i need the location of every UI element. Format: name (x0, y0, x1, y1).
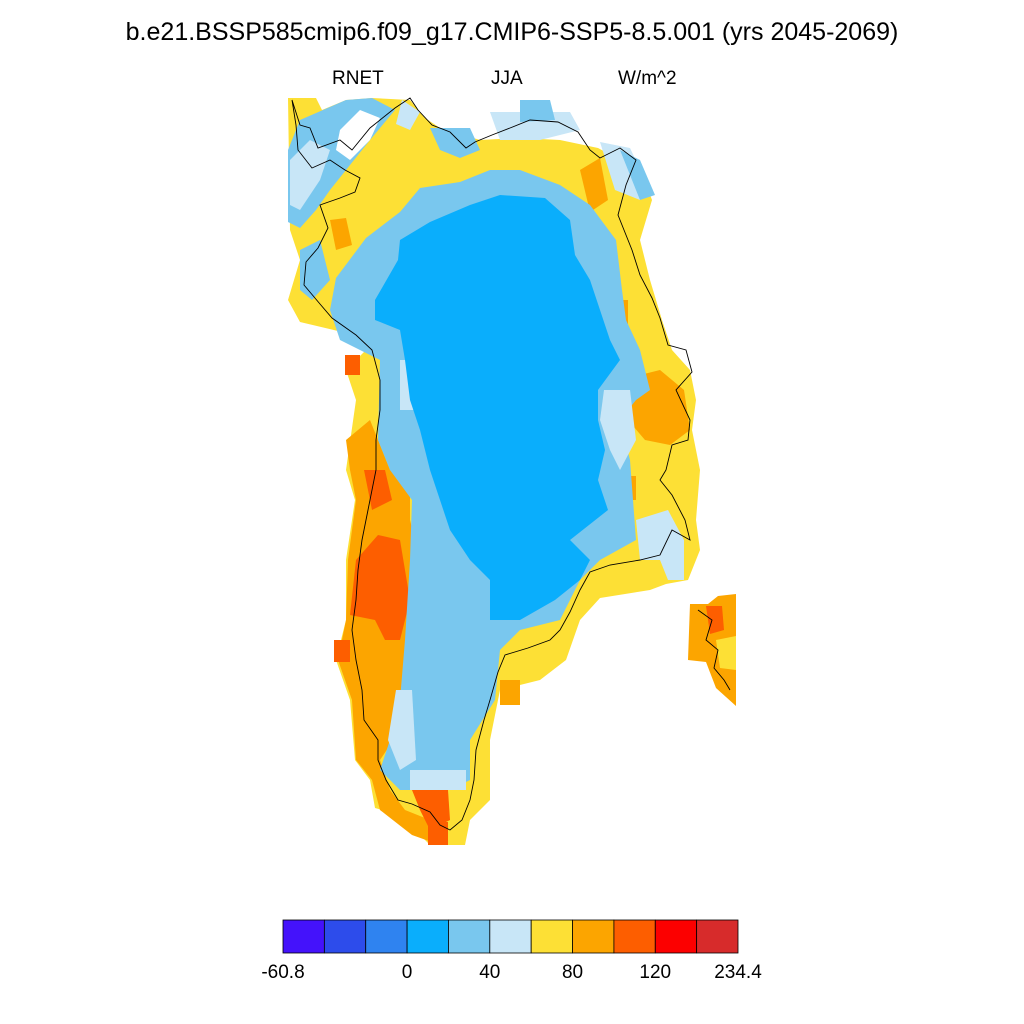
inner-pale-ring (388, 690, 416, 770)
colorbar-swatch (696, 919, 739, 954)
colorbar-tick-label: 80 (561, 962, 584, 983)
greenland-field (288, 97, 736, 845)
nw-coastal-cell (290, 140, 330, 210)
coastal-orange-patch (330, 218, 352, 250)
nw-coastal-cell (396, 100, 420, 130)
east-island-yellow (716, 636, 736, 670)
coastal-redorange-patch (334, 640, 350, 662)
coastal-orange-patch (500, 680, 520, 705)
colorbar-swatch (282, 919, 325, 954)
variable-label: RNET (332, 68, 384, 89)
colorbar-swatch (572, 919, 615, 954)
coastal-redorange-patch (350, 535, 410, 640)
colorbar-tick-label: -60.8 (261, 962, 305, 983)
colorbar-swatch (489, 919, 532, 954)
colorbar (282, 919, 739, 954)
season-label: JJA (491, 68, 523, 89)
nw-coastal-cell (490, 112, 580, 140)
colorbar-tick-label: 120 (639, 962, 672, 983)
colorbar-tick-label: 234.4 (714, 962, 762, 983)
nw-coastal-cell (430, 128, 480, 158)
inner-pale-ring (636, 510, 684, 580)
ice-sheet-interior (375, 195, 620, 620)
colorbar-swatch (530, 919, 573, 954)
coastline-path (291, 97, 693, 831)
colorbar-swatch (406, 919, 449, 954)
nw-coastal-cell (520, 100, 555, 122)
units-label: W/m^2 (618, 68, 677, 89)
coastal-redorange-patch (428, 822, 448, 845)
colorbar-swatch (323, 919, 367, 954)
colorbar-tick-label: 40 (479, 962, 501, 983)
colorbar-swatch (654, 919, 698, 954)
colorbar-swatch (448, 919, 491, 954)
east-island (688, 594, 736, 706)
nw-coastal-cell (300, 240, 330, 300)
colorbar-tick-label: 0 (401, 962, 413, 983)
inner-pale-ring (600, 390, 636, 470)
coastline-path (697, 609, 731, 691)
figure-title: b.e21.BSSP585cmip6.f09_g17.CMIP6-SSP5-8.… (125, 18, 899, 46)
nw-coastal-cell (620, 150, 655, 200)
nw-coastal-cell (336, 110, 380, 160)
coastal-redorange-patch (364, 470, 392, 510)
colorbar-swatch (365, 919, 408, 954)
inner-pale-ring (410, 770, 466, 790)
east-island-redorange (706, 606, 724, 634)
coastal-redorange-patch (345, 355, 360, 375)
coastal-redorange-patch (412, 790, 450, 830)
coastline (291, 97, 731, 831)
coastal-orange-patch (580, 158, 608, 212)
colorbar-swatch (613, 919, 656, 954)
